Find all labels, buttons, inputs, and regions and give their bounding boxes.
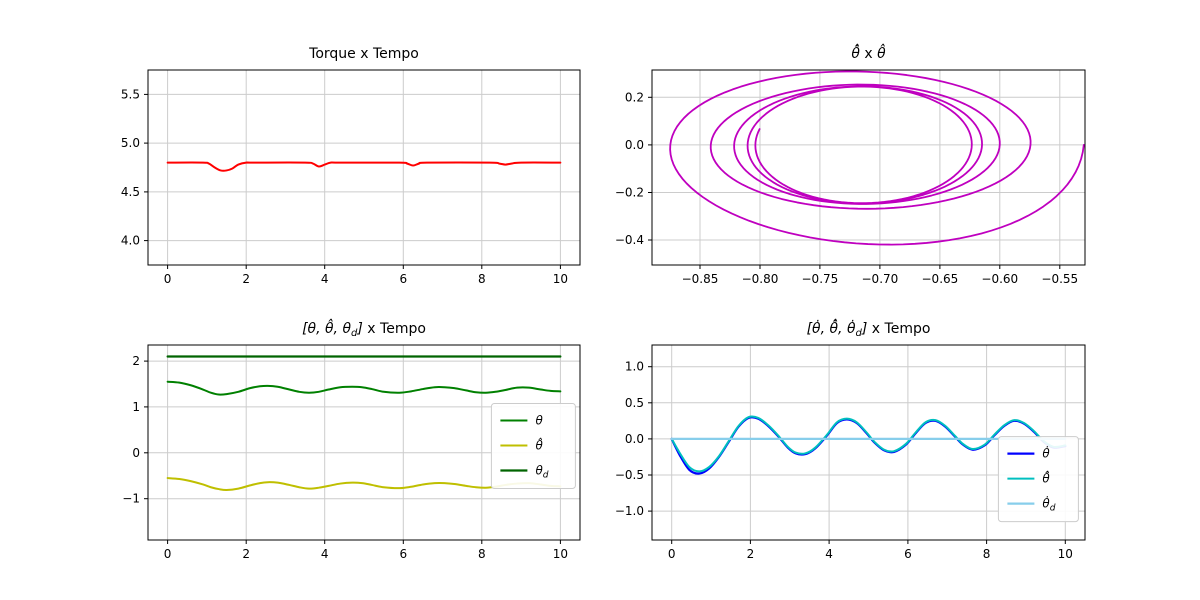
y-tick-label: 0: [132, 446, 140, 460]
y-tick-label: 5.0: [121, 136, 140, 150]
y-tick-label: 2: [132, 354, 140, 368]
axes-spines: [147, 69, 581, 266]
x-tick-label: 10: [1058, 547, 1073, 561]
x-tick-label: 2: [242, 272, 250, 286]
x-tick-label: −0.85: [682, 272, 719, 286]
y-tick-label: −0.5: [615, 468, 644, 482]
y-tick-label: −1: [122, 492, 140, 506]
x-tick-label: 8: [478, 272, 486, 286]
chart-torque-vs-time: 0 2 4 6 8 10 4.0 4.5 5.0 5.5 Torque x Tempo: [0, 0, 600, 300]
x-tick-label: −0.75: [802, 272, 839, 286]
x-tick-label: 8: [983, 547, 991, 561]
x-tick-label: 2: [242, 547, 250, 561]
legend-box: [490, 403, 576, 489]
chart-title: [θ̇, θ̂̇, θ̇d] x Tempo: [807, 318, 931, 339]
x-tick-label: −0.65: [922, 272, 959, 286]
y-tick-label: 1: [132, 400, 140, 414]
x-tick-label: 6: [904, 547, 912, 561]
y-tick-label: −0.2: [615, 186, 644, 200]
y-tick-label: 0.2: [625, 90, 644, 104]
chart-title: [θ, θ̂, θd] x Tempo: [302, 318, 426, 339]
axes-spines: [651, 69, 1086, 266]
y-tick-label: 1.0: [625, 360, 644, 374]
y-tick-label: 0.0: [625, 432, 644, 446]
legend-label-theta-dot: θ̇: [1042, 445, 1050, 460]
y-tick-label: 4.5: [121, 185, 140, 199]
y-tick-label: −0.4: [615, 233, 644, 247]
legend-label-theta-hat: θ̂: [535, 436, 543, 452]
x-tick-label: 2: [747, 547, 755, 561]
series-line-phase-trajectory: [669, 70, 1085, 246]
chart-phase-portrait: −0.85 −0.80 −0.75 −0.70 −0.65 −0.60 −0.55 0.2 0.…: [600, 0, 1200, 300]
x-tick-label: 10: [553, 547, 568, 561]
x-tick-label: 0: [668, 547, 676, 561]
x-tick-label: 4: [321, 272, 329, 286]
x-tick-label: −0.60: [981, 272, 1018, 286]
axes-spines: [651, 344, 1086, 541]
x-tick-label: −0.70: [862, 272, 899, 286]
x-tick-label: −0.80: [742, 272, 779, 286]
legend-label-theta-desired: θd: [535, 464, 548, 481]
x-tick-label: 6: [399, 547, 407, 561]
series-line-theta: [166, 380, 562, 396]
series-line-theta-dot-hat: [670, 415, 1067, 473]
legend-label-theta: θ: [535, 414, 543, 428]
legend-label-theta-dot-hat: θ̂̇: [1042, 469, 1050, 485]
x-tick-label: 8: [478, 547, 486, 561]
y-tick-label: 0.0: [625, 138, 644, 152]
axes-spines: [147, 344, 581, 541]
x-tick-label: 4: [825, 547, 833, 561]
x-tick-label: −0.55: [1041, 272, 1078, 286]
legend-box: [997, 436, 1079, 523]
x-tick-label: 4: [321, 547, 329, 561]
y-tick-label: 4.0: [121, 234, 140, 248]
legend-label-theta-dot-desired: θ̇d: [1042, 495, 1055, 513]
x-tick-label: 0: [164, 272, 172, 286]
x-tick-label: 10: [553, 272, 568, 286]
chart-title: θ̂̇ x θ̂: [851, 43, 886, 62]
y-tick-label: −1.0: [615, 504, 644, 518]
chart-velocities-vs-time: 0 2 4 6 8 10 1.0 0.5 0.0 −0.5 −1.0 [θ̇, θ̂̇, θ̇d] x…: [600, 300, 1200, 600]
y-tick-label: 5.5: [121, 87, 140, 101]
chart-positions-vs-time: 0 2 4 6 8 10 −1 0 1 2 [θ, θ̂, θd] x Tempo θ θ̂ θd: [0, 300, 600, 600]
x-tick-label: 6: [399, 272, 407, 286]
series-line-torque: [166, 161, 562, 172]
x-tick-label: 0: [164, 547, 172, 561]
y-tick-label: 0.5: [625, 396, 644, 410]
chart-title: Torque x Tempo: [308, 46, 419, 62]
